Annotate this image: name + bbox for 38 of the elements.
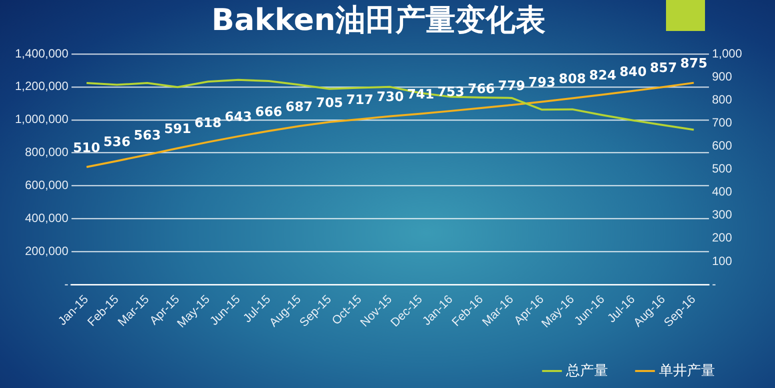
y-tick-label: 800,000 bbox=[24, 145, 69, 160]
data-label: 510 bbox=[72, 140, 100, 156]
data-label: 840 bbox=[619, 64, 647, 80]
data-label: 824 bbox=[589, 68, 616, 84]
y-tick-label: - bbox=[64, 276, 68, 291]
y2-tick-label: 700 bbox=[712, 115, 732, 130]
y2-tick-label: 900 bbox=[712, 69, 732, 84]
y2-tick-label: 600 bbox=[712, 138, 732, 153]
data-label: 857 bbox=[650, 60, 677, 76]
y-tick-label: 1,200,000 bbox=[14, 79, 69, 94]
y-tick-label: 400,000 bbox=[24, 210, 69, 225]
y2-tick-label: 500 bbox=[712, 162, 732, 176]
data-label: 666 bbox=[255, 104, 282, 120]
y2-tick-label: 200 bbox=[712, 230, 732, 245]
data-label: 563 bbox=[134, 128, 161, 144]
y-tick-label: 200,000 bbox=[24, 244, 69, 258]
data-label: 705 bbox=[316, 96, 344, 111]
data-label: 687 bbox=[286, 100, 313, 116]
data-label: 618 bbox=[194, 116, 222, 131]
data-label: 536 bbox=[103, 134, 130, 150]
legend-label: 单井产量 bbox=[659, 362, 715, 378]
y2-tick-label: 1,000 bbox=[712, 46, 742, 60]
data-label: 717 bbox=[346, 93, 374, 108]
data-label: 808 bbox=[558, 72, 586, 88]
y-tick-label: 1,400,000 bbox=[14, 46, 69, 60]
y2-tick-label: 400 bbox=[712, 184, 732, 199]
y2-tick-label: - bbox=[712, 276, 716, 291]
y-tick-label: 1,000,000 bbox=[14, 112, 69, 126]
data-label: 730 bbox=[376, 90, 404, 106]
y-tick-label: 600,000 bbox=[24, 178, 69, 192]
data-label: 591 bbox=[164, 122, 192, 138]
legend-label: 总产量 bbox=[565, 362, 608, 378]
data-label: 753 bbox=[437, 84, 464, 100]
chart-title: Bakken油田产量变化表 bbox=[212, 2, 546, 38]
data-label: 875 bbox=[680, 56, 708, 72]
y2-tick-label: 300 bbox=[712, 208, 732, 222]
y2-tick-label: 100 bbox=[712, 254, 732, 268]
y2-tick-label: 800 bbox=[712, 92, 732, 106]
